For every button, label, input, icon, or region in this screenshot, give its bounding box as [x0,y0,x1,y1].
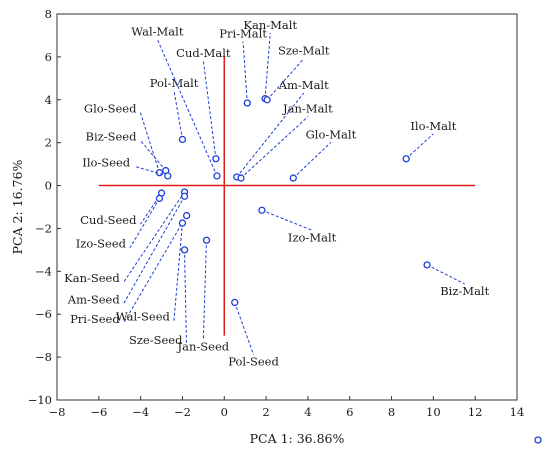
point-label: Kan-Seed [64,271,120,285]
point-label: Izo-Seed [76,237,127,251]
leader-line [139,112,160,173]
x-tick-label: 8 [388,405,395,419]
data-point [212,155,220,163]
x-tick-label: 0 [221,405,228,419]
x-tick-label: 12 [468,405,483,419]
plot-frame [56,13,518,401]
x-tick-label: −8 [49,405,66,419]
y-tick-label: −6 [35,307,52,321]
point-label: Wal-Seed [116,310,171,324]
leader-line [261,209,313,231]
point-label: Pri-Malt [219,27,267,41]
y-tick-label: 6 [45,50,52,64]
leader-line [173,223,183,321]
leader-line [134,165,168,177]
data-point [182,211,191,220]
leader-line [173,90,183,140]
x-tick-label: −2 [174,405,191,419]
point-label: Glo-Malt [306,127,357,141]
data-point [402,155,410,163]
leader-line [405,133,434,160]
x-tick-label: −4 [132,405,149,419]
y-tick-label: 8 [45,7,52,21]
data-point [289,174,297,182]
leader-line [292,142,332,179]
data-point [180,192,189,200]
point-label: Ilo-Seed [82,155,131,169]
x-axis-title: PCA 1: 36.86% [250,431,345,446]
y-tick-label: −2 [35,221,52,235]
y-axis-title: PCA 2: 16.76% [10,159,25,254]
point-label: Sze-Seed [129,333,183,347]
point-label: Wal-Malt [131,24,184,38]
data-point [231,298,239,307]
point-label: Pol-Seed [228,355,279,369]
point-label: Jan-Seed [177,340,230,354]
point-label: Izo-Malt [288,230,337,244]
point-label: Ilo-Malt [410,119,456,133]
leader-line [240,116,309,179]
x-tick-label: 14 [510,405,525,419]
point-label: Biz-Malt [440,284,489,298]
x-tick-label: 10 [426,405,441,419]
point-label: Sze-Malt [278,44,330,58]
point-label: Jan-Malt [282,102,333,116]
leader-line [234,302,255,355]
leader-line [184,249,187,345]
point-label: Biz-Seed [86,130,138,144]
point-label: Cud-Seed [80,213,137,227]
data-point [243,99,251,107]
y-tick-label: −10 [28,393,52,407]
leader-line [140,140,167,171]
point-label: Pri-Seed [70,312,120,326]
y-tick-label: −4 [35,264,52,278]
leader-line [202,60,217,159]
point-label: Am-Malt [278,78,329,92]
leader-line [242,41,248,104]
x-tick-label: 4 [304,405,311,419]
point-label: Am-Seed [67,293,121,307]
leader-line [123,215,188,324]
data-point [202,236,211,244]
leader-line [123,196,185,304]
point-label: Glo-Seed [84,102,137,116]
data-point [155,194,164,203]
legend-marker [534,436,542,444]
y-tick-label: −8 [35,350,52,364]
leader-line [236,92,305,178]
x-tick-label: 6 [346,405,353,419]
data-point [237,174,245,182]
leader-line [266,58,305,101]
data-point [178,135,187,144]
leader-line [129,198,160,249]
leader-line [202,240,207,340]
leader-line [264,32,271,99]
point-label: Cud-Malt [176,46,231,60]
x-tick-label: 2 [262,405,269,419]
data-point [423,261,431,269]
leader-line [426,264,465,285]
data-point [178,219,187,227]
y-tick-label: 4 [45,93,52,107]
point-label: Pol-Malt [150,76,199,90]
y-tick-label: 0 [45,179,52,193]
y-tick-label: 2 [45,136,52,150]
data-point [258,206,266,214]
data-point [180,246,189,254]
data-point [213,172,221,180]
x-tick-label: −6 [90,405,107,419]
point-label: Kan-Malt [243,18,297,32]
leader-line [156,39,218,177]
data-point [263,96,271,104]
leader-line [123,191,185,283]
data-point [164,172,172,180]
